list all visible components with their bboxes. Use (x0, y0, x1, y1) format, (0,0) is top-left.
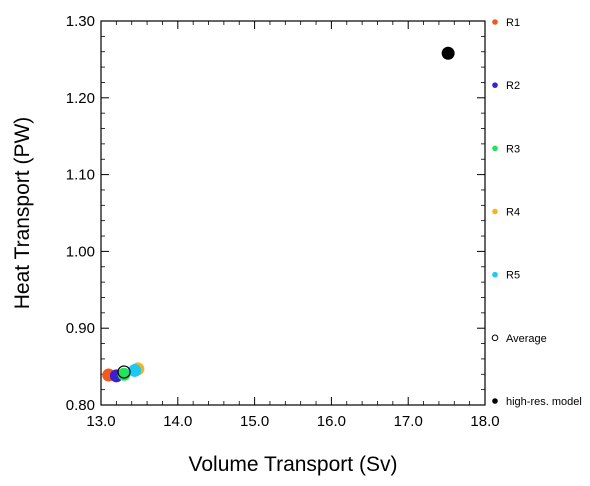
x-tick-label: 17.0 (394, 413, 423, 430)
plot-frame (100, 20, 486, 406)
x-axis-title: Volume Transport (Sv) (189, 453, 398, 476)
y-tick-label: 0.90 (66, 320, 95, 337)
legend: R1 R2 R3 R4 R5 Average high-res. model (491, 17, 582, 408)
x-tick-label: 14.0 (163, 413, 192, 430)
legend-marker (491, 334, 499, 342)
legend-marker (492, 145, 498, 152)
point-average (117, 365, 131, 379)
legend-marker (492, 271, 498, 278)
y-tick-label: 1.20 (66, 90, 95, 107)
legend-marker (492, 19, 498, 25)
y-axis-title: Heat Transport (PW) (11, 117, 34, 310)
legend-label: R5 (506, 270, 520, 282)
legend-label: R3 (506, 143, 520, 155)
legend-marker (492, 398, 498, 404)
legend-label: Average (506, 333, 547, 345)
y-tick-label: 1.10 (66, 167, 95, 184)
legend-label: R2 (506, 80, 520, 92)
x-tick-label: 18.0 (470, 413, 499, 430)
y-tick-label: 0.80 (66, 397, 95, 414)
point-high-res-model (441, 46, 455, 60)
axis-ticks (100, 20, 486, 406)
x-tick-label: 15.0 (240, 413, 269, 430)
data-points (102, 46, 455, 383)
x-tick-label: 16.0 (317, 413, 346, 430)
axis-tick-labels: 13.0 14.0 15.0 16.0 17.0 18.0 0.80 0.90 1.00 1.10… (66, 13, 500, 430)
y-tick-label: 1.00 (66, 243, 95, 260)
legend-label: R1 (506, 17, 520, 29)
y-tick-label: 1.30 (66, 13, 95, 30)
point-r5 (128, 363, 142, 377)
legend-label: R4 (506, 207, 520, 219)
legend-label: high-res. model (506, 396, 582, 408)
legend-marker (492, 208, 498, 215)
legend-marker (492, 82, 498, 88)
x-tick-label: 13.0 (86, 413, 115, 430)
